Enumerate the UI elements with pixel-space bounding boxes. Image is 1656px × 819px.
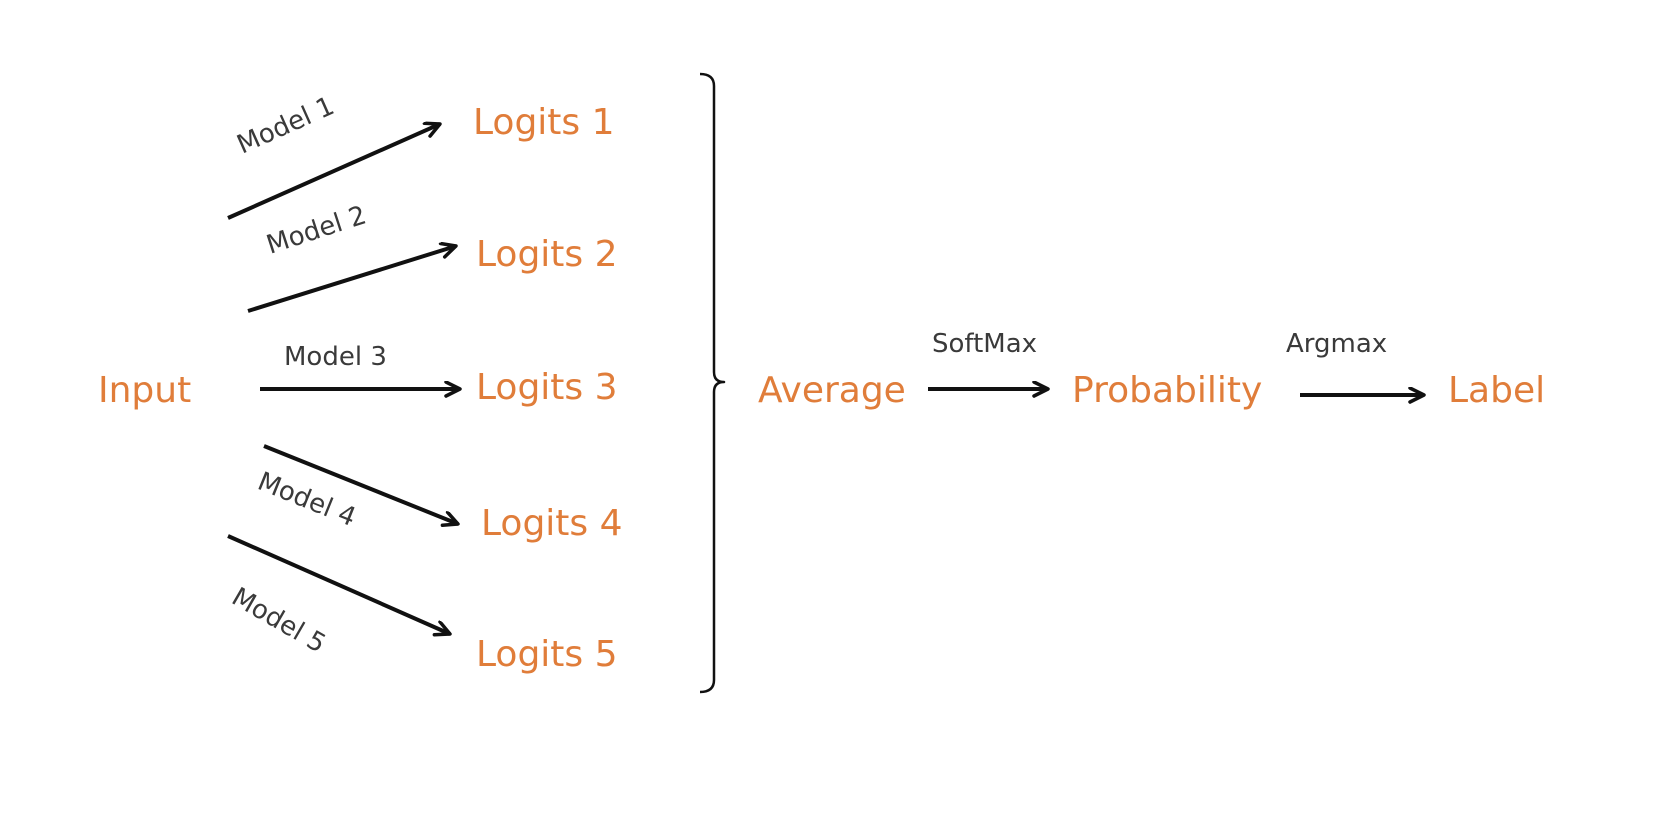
argmax-label: Argmax: [1286, 329, 1387, 359]
logits-3-node: Logits 3: [476, 367, 618, 408]
input-node: Input: [98, 370, 191, 411]
softmax-label: SoftMax: [932, 329, 1037, 359]
logits-4-node: Logits 4: [481, 503, 623, 544]
probability-node: Probability: [1072, 370, 1262, 411]
logits-5-node: Logits 5: [476, 634, 618, 675]
logits-1-node: Logits 1: [473, 102, 615, 143]
model-5-arrow: [227, 534, 450, 634]
model-4-arrow: [263, 444, 458, 524]
model-2-arrow: [247, 246, 456, 313]
model-1-arrow: [227, 124, 440, 220]
model-3-label: Model 3: [284, 342, 387, 372]
model-1-label: Model 1: [233, 91, 339, 160]
grouping-bracket: [699, 72, 726, 694]
average-node: Average: [758, 370, 906, 411]
model-5-label: Model 5: [227, 582, 331, 659]
model-2-label: Model 2: [263, 200, 370, 260]
logits-2-node: Logits 2: [476, 234, 618, 275]
label-node: Label: [1448, 370, 1545, 411]
